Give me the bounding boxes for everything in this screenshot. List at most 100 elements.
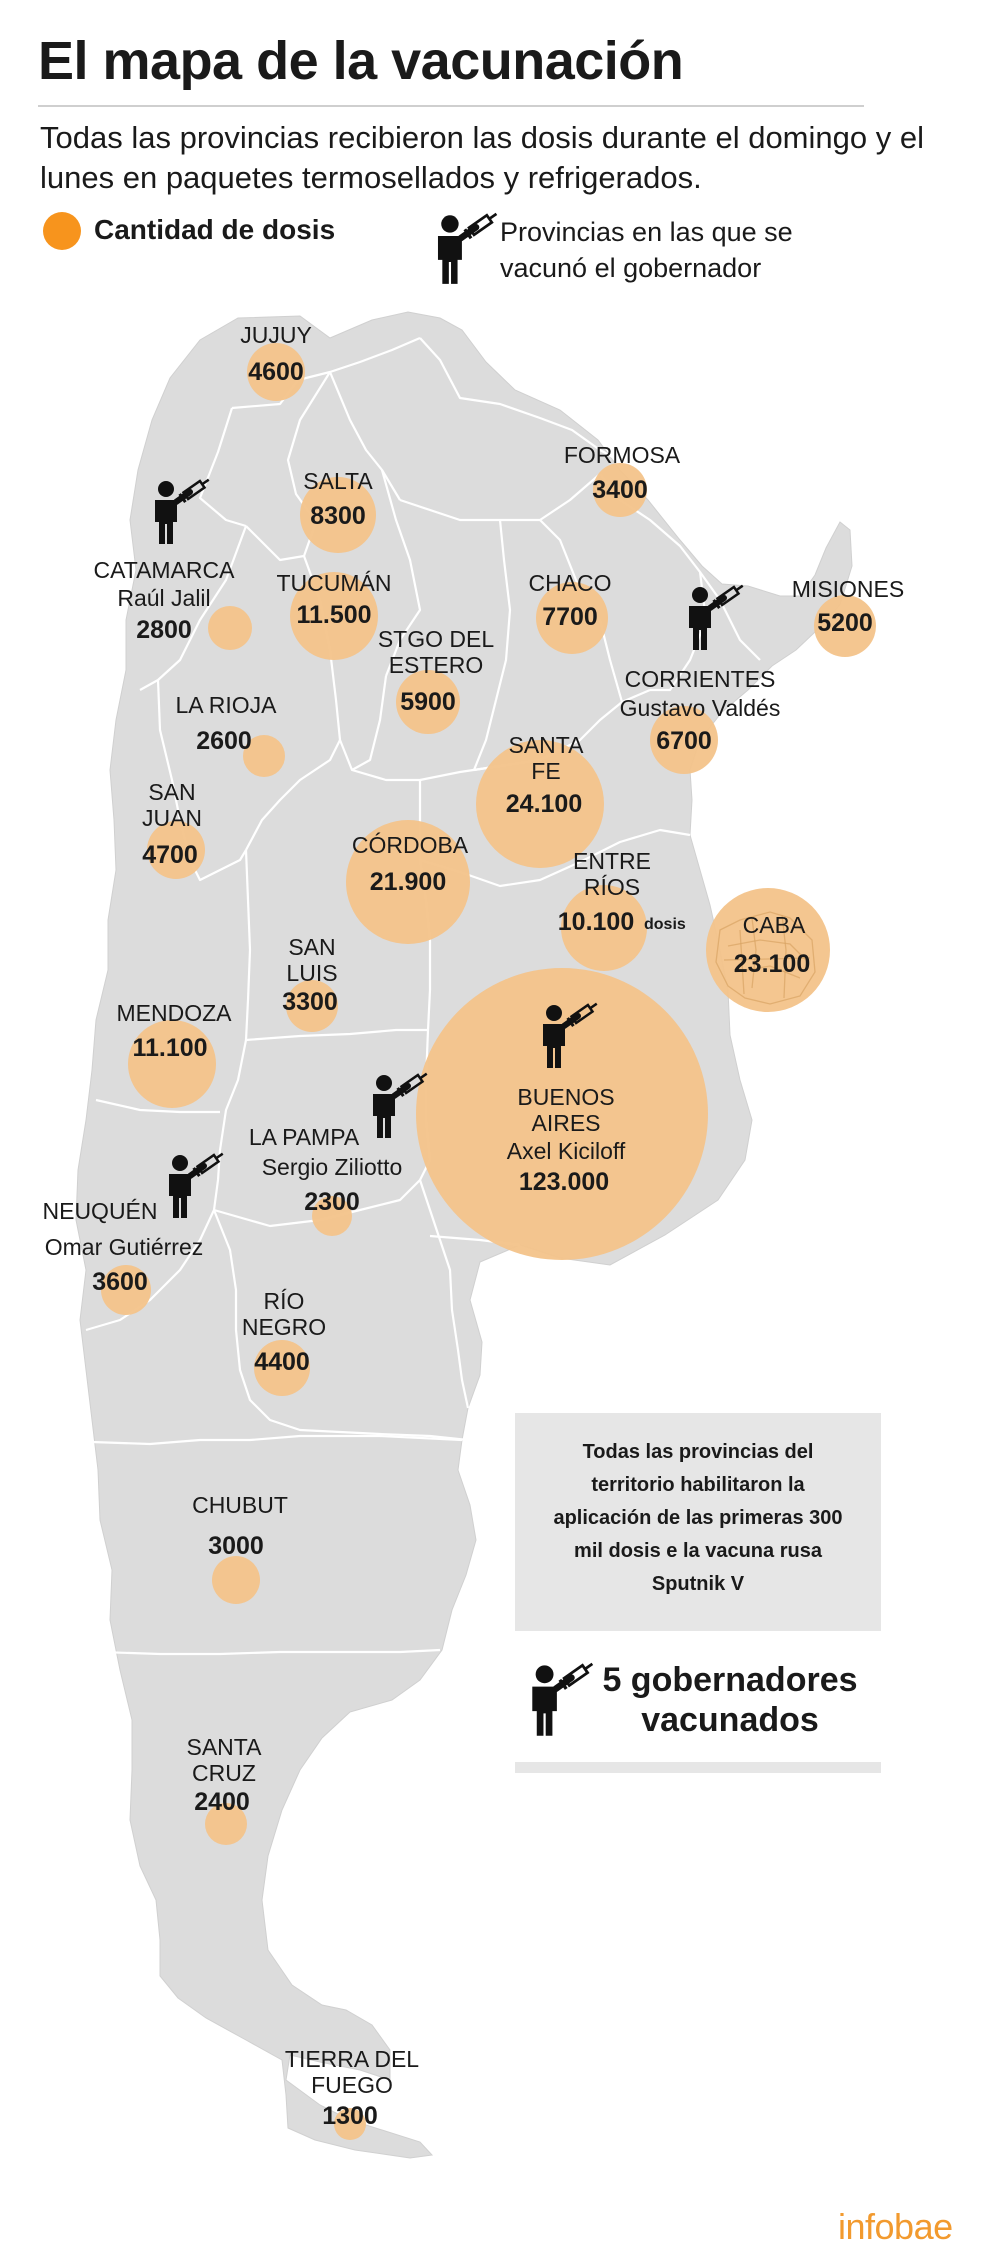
province-name-chaco: CHACO	[528, 570, 612, 596]
governor-name-la-pampa: Sergio Ziliotto	[261, 1154, 403, 1180]
dose-legend-label: Cantidad de dosis	[94, 214, 336, 245]
governor-name-buenos-aires: Axel Kiciloff	[506, 1138, 626, 1164]
province-doses-entre-rios: 10.100	[557, 908, 635, 936]
province-name-jujuy: JUJUY	[240, 322, 312, 348]
province-name-rio-negro: RÍO NEGRO	[241, 1288, 327, 1340]
bubble-chubut	[212, 1556, 260, 1604]
page-subtitle: Todas las provincias recibieron las dosi…	[40, 120, 924, 195]
province-doses-formosa: 3400	[592, 476, 648, 504]
title-divider	[38, 105, 864, 107]
province-doses-santa-fe: 24.100	[505, 790, 583, 818]
bubble-san-juan	[147, 821, 205, 879]
province-name-san-juan: SAN JUAN	[141, 779, 203, 831]
page-title: El mapa de la vacunación	[38, 31, 684, 91]
bubble-buenos-aires	[416, 968, 708, 1260]
governor-name-catamarca: Raúl Jalil	[117, 585, 211, 611]
province-name-la-pampa: LA PAMPA	[248, 1124, 360, 1150]
governors-count-label: 5 gobernadores vacunados	[602, 1661, 858, 1739]
bubble-jujuy	[247, 343, 305, 401]
province-doses-corrientes: 6700	[656, 727, 712, 755]
province-doses-chaco: 7700	[542, 603, 598, 631]
summary-divider	[515, 1762, 881, 1773]
dose-unit-note: dosis	[644, 916, 686, 933]
province-doses-caba: 23.100	[733, 950, 811, 978]
dose-bubbles	[101, 343, 876, 2140]
bubble-entre-rios	[561, 885, 647, 971]
province-doses-san-juan: 4700	[142, 841, 198, 869]
person-with-syringe-icon	[689, 584, 744, 650]
province-doses-jujuy: 4600	[248, 358, 304, 386]
province-name-corrientes: CORRIENTES	[624, 666, 776, 692]
province-doses-neuquen: 3600	[92, 1268, 148, 1296]
caba-detail	[715, 911, 816, 1005]
bubble-caba	[706, 888, 830, 1012]
infobae-logo: infobae	[838, 2206, 953, 2247]
province-doses-catamarca: 2800	[136, 616, 192, 644]
bubble-santa-fe	[476, 740, 604, 868]
bubble-la-rioja	[243, 735, 285, 777]
governor-name-corrientes: Gustavo Valdés	[619, 695, 781, 721]
province-name-chubut: CHUBUT	[192, 1492, 288, 1518]
province-doses-mendoza: 11.100	[132, 1034, 208, 1062]
bubble-mendoza	[128, 1020, 216, 1108]
bubble-formosa	[593, 463, 647, 517]
bubble-santa-cruz	[205, 1803, 247, 1845]
person-with-syringe-icon	[532, 1662, 594, 1736]
bubble-cordoba	[346, 820, 470, 944]
province-doses-salta: 8300	[310, 502, 366, 530]
province-name-buenos-aires: BUENOS AIRES	[517, 1084, 615, 1136]
info-box-text: Todas las provincias del territorio habi…	[553, 1441, 843, 1595]
bubble-catamarca	[208, 606, 252, 650]
province-doses-cordoba: 21.900	[369, 868, 447, 896]
governor-name-neuquen: Omar Gutiérrez	[44, 1234, 204, 1260]
bubble-neuquen	[101, 1265, 151, 1315]
bubble-tierra-del-fuego	[334, 2108, 366, 2140]
dose-legend-dot	[43, 212, 81, 250]
province-name-cordoba: CÓRDOBA	[351, 832, 469, 858]
province-doses-santa-cruz: 2400	[194, 1788, 250, 1816]
bubble-tucuman	[290, 572, 378, 660]
bubble-chaco	[536, 582, 608, 654]
province-doses-stgo-del-estero: 5900	[400, 688, 456, 716]
bubble-salta	[300, 477, 376, 553]
bubble-corrientes	[650, 706, 718, 774]
info-box	[515, 1413, 881, 1631]
province-name-stgo-del-estero: STGO DEL ESTERO	[377, 626, 495, 678]
person-with-syringe-icon	[543, 1002, 598, 1068]
person-with-syringe-icon	[373, 1072, 428, 1138]
province-name-santa-cruz: SANTA CRUZ	[186, 1734, 262, 1786]
province-name-entre-rios: ENTRE RÍOS	[573, 848, 651, 900]
province-name-misiones: MISIONES	[791, 576, 905, 602]
province-doses-tierra-del-fuego: 1300	[322, 2102, 378, 2130]
bubble-san-luis	[286, 980, 338, 1032]
governor-legend-label: Provincias en las que se vacunó el gober…	[500, 217, 793, 283]
province-doses-buenos-aires: 123.000	[518, 1168, 610, 1196]
bubble-rio-negro	[254, 1340, 310, 1396]
province-doses-chubut: 3000	[208, 1532, 264, 1560]
province-name-catamarca: CATAMARCA	[93, 557, 235, 583]
province-doses-la-rioja: 2600	[196, 727, 252, 755]
person-with-syringe-icon	[155, 478, 210, 544]
province-doses-la-pampa: 2300	[304, 1188, 360, 1216]
person-with-syringe-icon	[169, 1152, 224, 1218]
province-name-la-rioja: LA RIOJA	[175, 692, 277, 718]
province-name-tucuman: TUCUMÁN	[276, 570, 392, 596]
province-name-santa-fe: SANTA FE	[508, 732, 584, 784]
bubble-la-pampa	[312, 1196, 352, 1236]
bubble-misiones	[814, 595, 876, 657]
province-doses-misiones: 5200	[817, 609, 873, 637]
bubble-stgo-del-estero	[396, 670, 460, 734]
province-name-formosa: FORMOSA	[563, 442, 681, 468]
province-name-san-luis: SAN LUIS	[286, 934, 338, 986]
province-name-neuquen: NEUQUÉN	[42, 1198, 158, 1224]
province-doses-tucuman: 11.500	[296, 601, 372, 629]
province-name-mendoza: MENDOZA	[116, 1000, 232, 1026]
province-doses-san-luis: 3300	[282, 988, 338, 1016]
person-with-syringe-icon	[437, 212, 498, 284]
province-name-salta: SALTA	[303, 468, 373, 494]
province-name-caba: CABA	[742, 912, 806, 938]
province-name-tierra-del-fuego: TIERRA DEL FUEGO	[284, 2046, 420, 2098]
province-doses-rio-negro: 4400	[254, 1348, 310, 1376]
